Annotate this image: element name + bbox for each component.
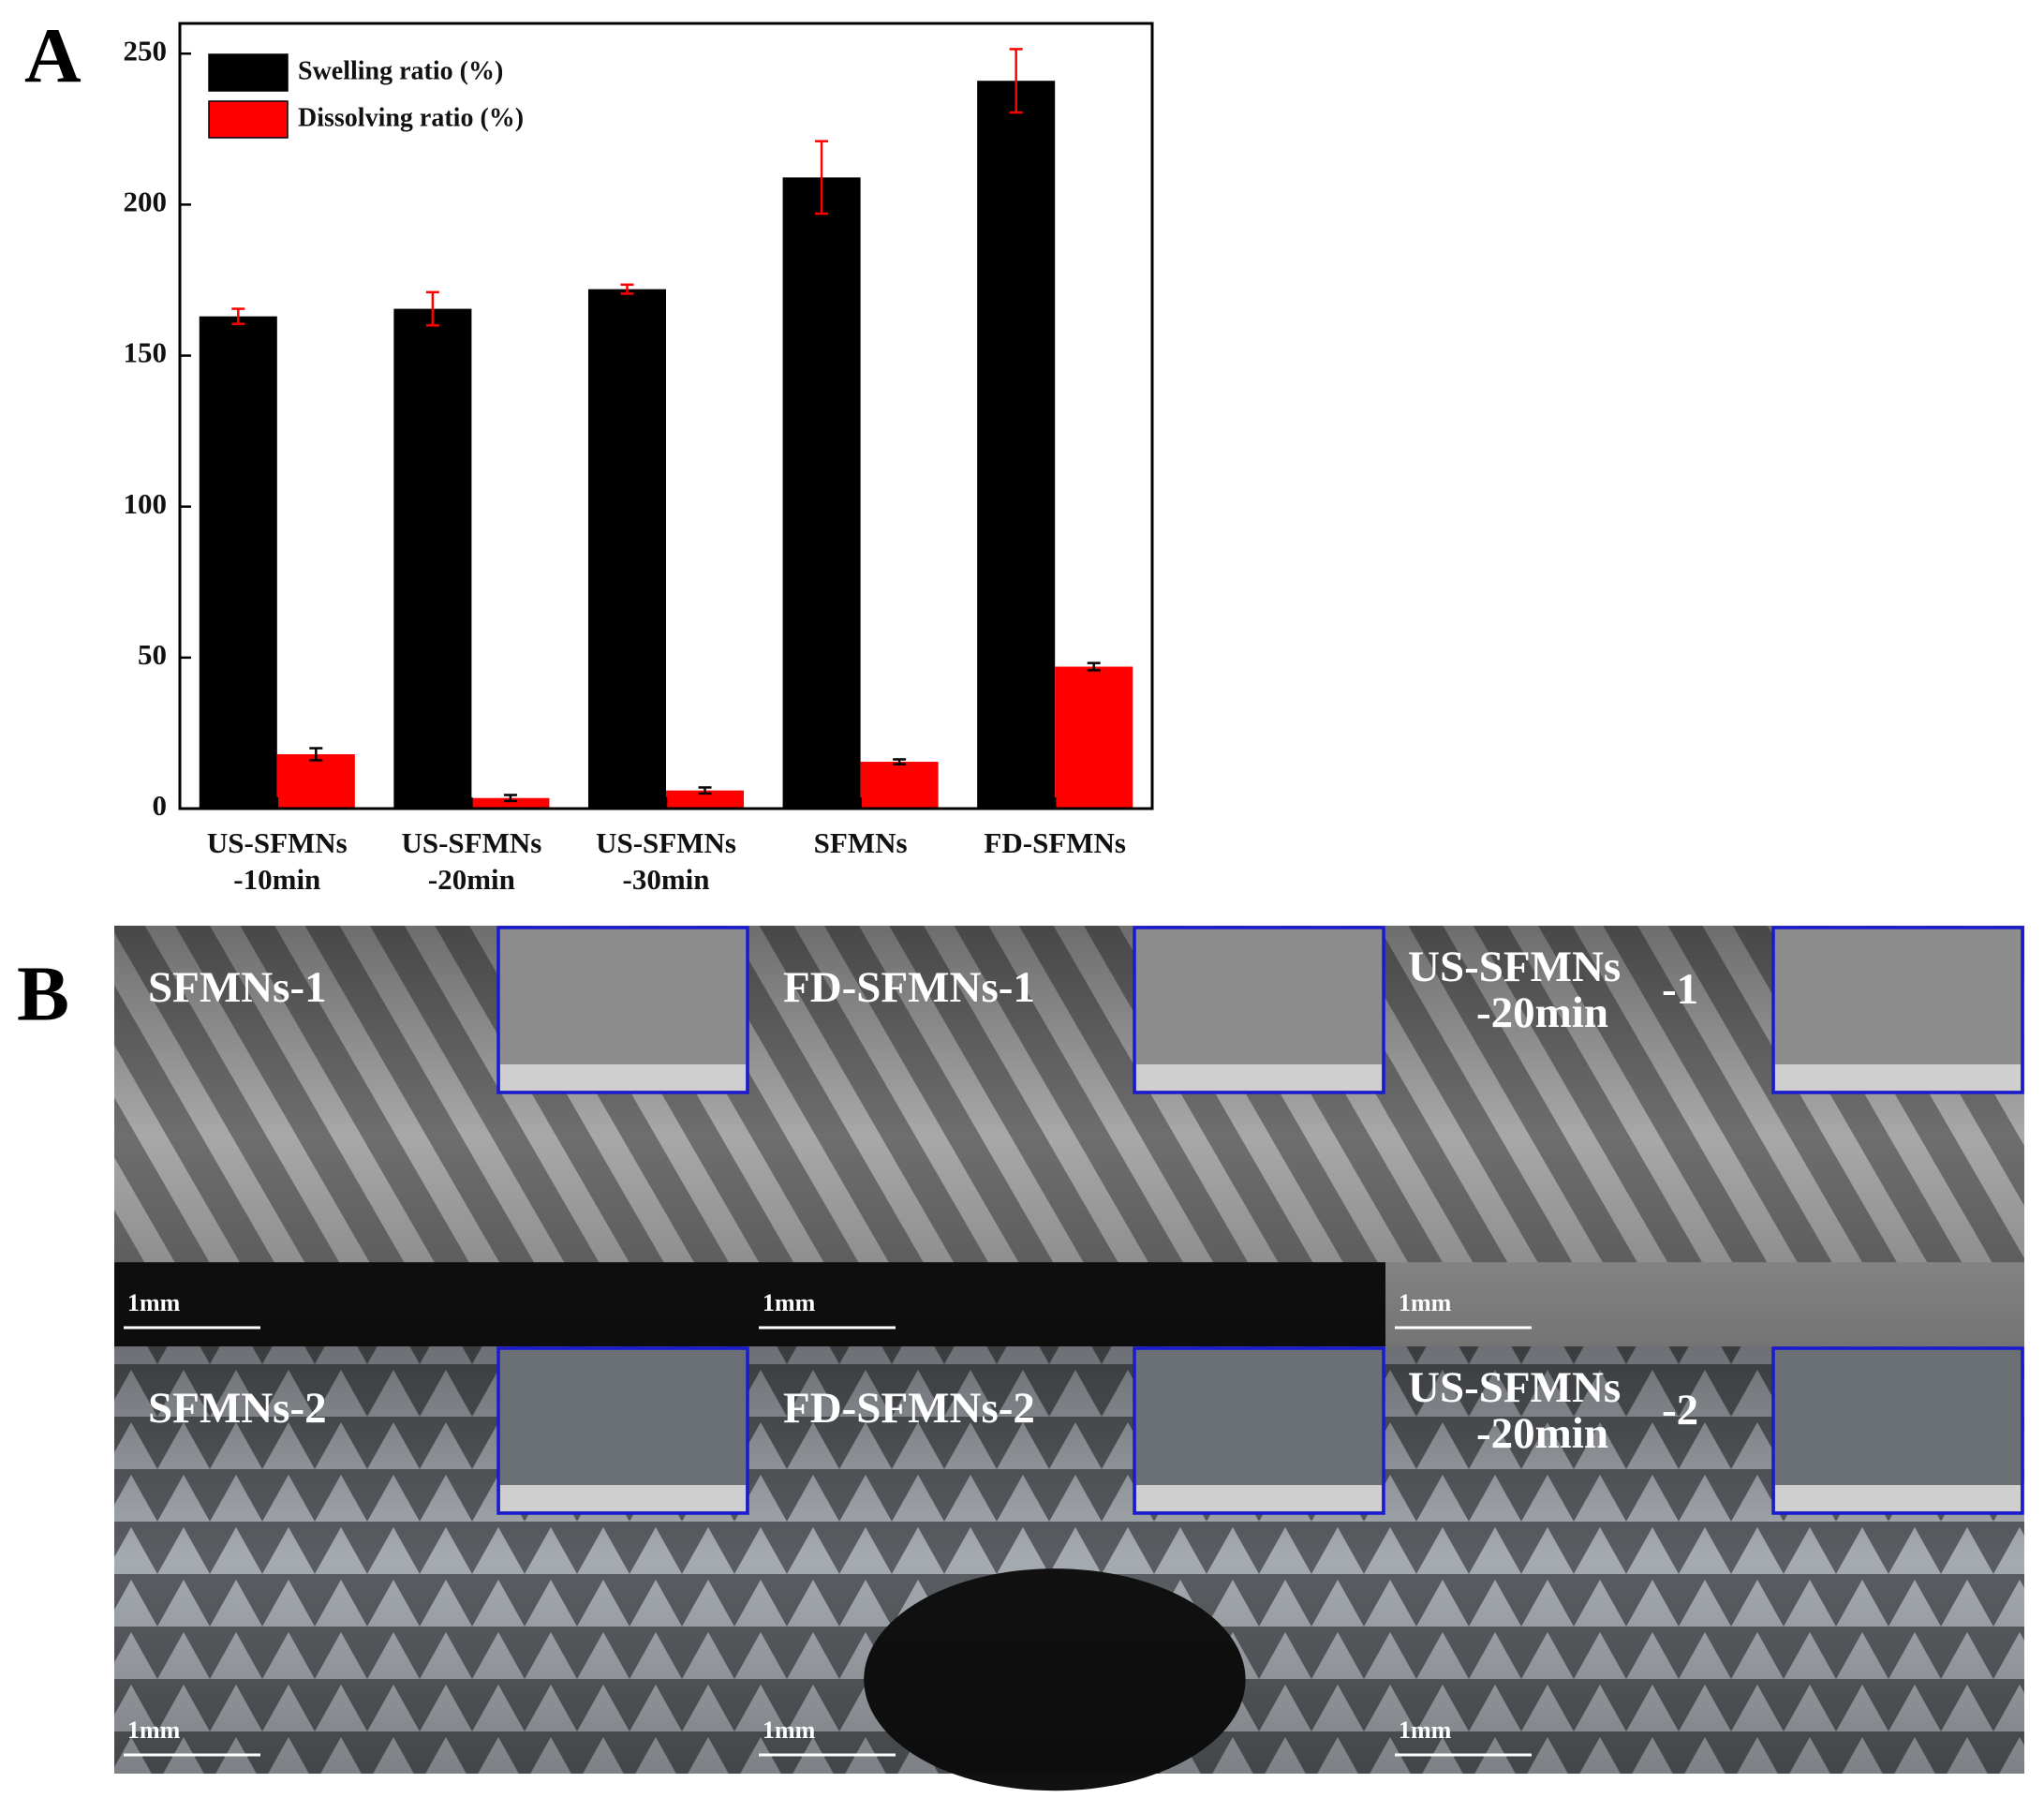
y-tick-label: 0 (153, 789, 168, 822)
bar (1055, 666, 1133, 809)
photo-label: -20min (1476, 988, 1608, 1037)
photo-inset-base (1136, 1064, 1382, 1091)
photo: US-SFMNs-20min -1 1mm (1385, 926, 2024, 1346)
photo-label: FD-SFMNs-1 (783, 963, 1035, 1012)
y-tick-label: 50 (138, 638, 167, 671)
scale-bar-label: 1mm (1399, 1716, 1452, 1744)
x-tick-label: US-SFMNs -10min (207, 826, 348, 896)
error-bar (1009, 48, 1023, 114)
scale-bar-label: 1mm (127, 1716, 181, 1744)
error-bar (503, 794, 517, 803)
bar (860, 762, 939, 809)
photo-label: -20min (1476, 1409, 1608, 1458)
plot-frame (178, 22, 1154, 810)
x-tick-label: SFMNs (814, 826, 908, 859)
legend-label: Dissolving ratio (%) (298, 103, 524, 132)
photo-inset-base (1775, 1485, 2021, 1511)
bar (977, 81, 1056, 809)
scale-bar-label: 1mm (1399, 1289, 1452, 1316)
y-tick-label: 200 (124, 185, 168, 217)
photo-label: US-SFMNs (1408, 943, 1621, 991)
bar (276, 753, 355, 809)
photo: FD-SFMNs-2 1mm (749, 1346, 1385, 1791)
panel-label: B (17, 950, 69, 1037)
photo-inset-base (1136, 1485, 1382, 1511)
error-bar (1087, 661, 1101, 672)
bar (199, 316, 277, 810)
error-bar (231, 307, 245, 325)
error-bar (815, 140, 829, 215)
photo-label: SFMNs-1 (148, 963, 327, 1012)
bar (393, 308, 472, 809)
error-bar (620, 283, 634, 295)
error-bar (425, 290, 439, 327)
photo: US-SFMNs-20min -2 1mm (1385, 1346, 2024, 1774)
error-bar (698, 786, 712, 795)
photo-label: SFMNs-2 (148, 1384, 327, 1433)
x-tick-label: FD-SFMNs (984, 826, 1126, 859)
photo: SFMNs-1 1mm (114, 926, 749, 1346)
scale-bar-label: 1mm (127, 1289, 181, 1316)
error-bar (893, 758, 907, 765)
bar (782, 177, 861, 809)
photo-label: US-SFMNs (1408, 1363, 1621, 1412)
bar (587, 289, 666, 810)
legend-label: Swelling ratio (%) (298, 56, 503, 85)
photo-label: FD-SFMNs-2 (783, 1384, 1035, 1433)
photo-label: -1 (1662, 965, 1698, 1014)
x-tick-label: US-SFMNs -30min (596, 826, 736, 896)
y-tick-label: 100 (124, 487, 168, 520)
bar (471, 797, 550, 809)
legend-swatch (208, 100, 289, 139)
y-tick-label: 250 (124, 34, 168, 67)
photo-label: -2 (1662, 1386, 1698, 1434)
scale-bar-label: 1mm (763, 1289, 816, 1316)
bar (666, 790, 745, 809)
photo: FD-SFMNs-1 1mm (749, 926, 1385, 1346)
scale-bar-label: 1mm (763, 1716, 816, 1744)
y-tick-label: 150 (124, 336, 168, 369)
x-tick-label: US-SFMNs -20min (401, 826, 541, 896)
photo: SFMNs-2 1mm (114, 1346, 749, 1774)
error-bar (309, 747, 323, 762)
legend-swatch (208, 53, 289, 92)
photo-inset-base (500, 1064, 746, 1091)
panel-label: A (24, 12, 81, 99)
photo-inset-base (500, 1485, 746, 1511)
photo-inset-base (1775, 1064, 2021, 1091)
